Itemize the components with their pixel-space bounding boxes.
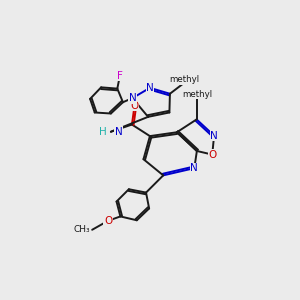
Text: O: O: [208, 150, 216, 160]
Text: N: N: [115, 127, 122, 137]
Text: CH₃: CH₃: [73, 225, 90, 234]
Text: H: H: [99, 127, 107, 137]
Text: methyl: methyl: [182, 90, 212, 99]
Text: N: N: [210, 130, 218, 141]
Text: N: N: [129, 93, 136, 103]
Text: F: F: [117, 71, 123, 81]
Text: N: N: [146, 83, 154, 93]
Text: O: O: [130, 101, 139, 111]
Text: O: O: [104, 216, 112, 226]
Text: N: N: [190, 163, 198, 173]
Text: methyl: methyl: [170, 75, 200, 84]
